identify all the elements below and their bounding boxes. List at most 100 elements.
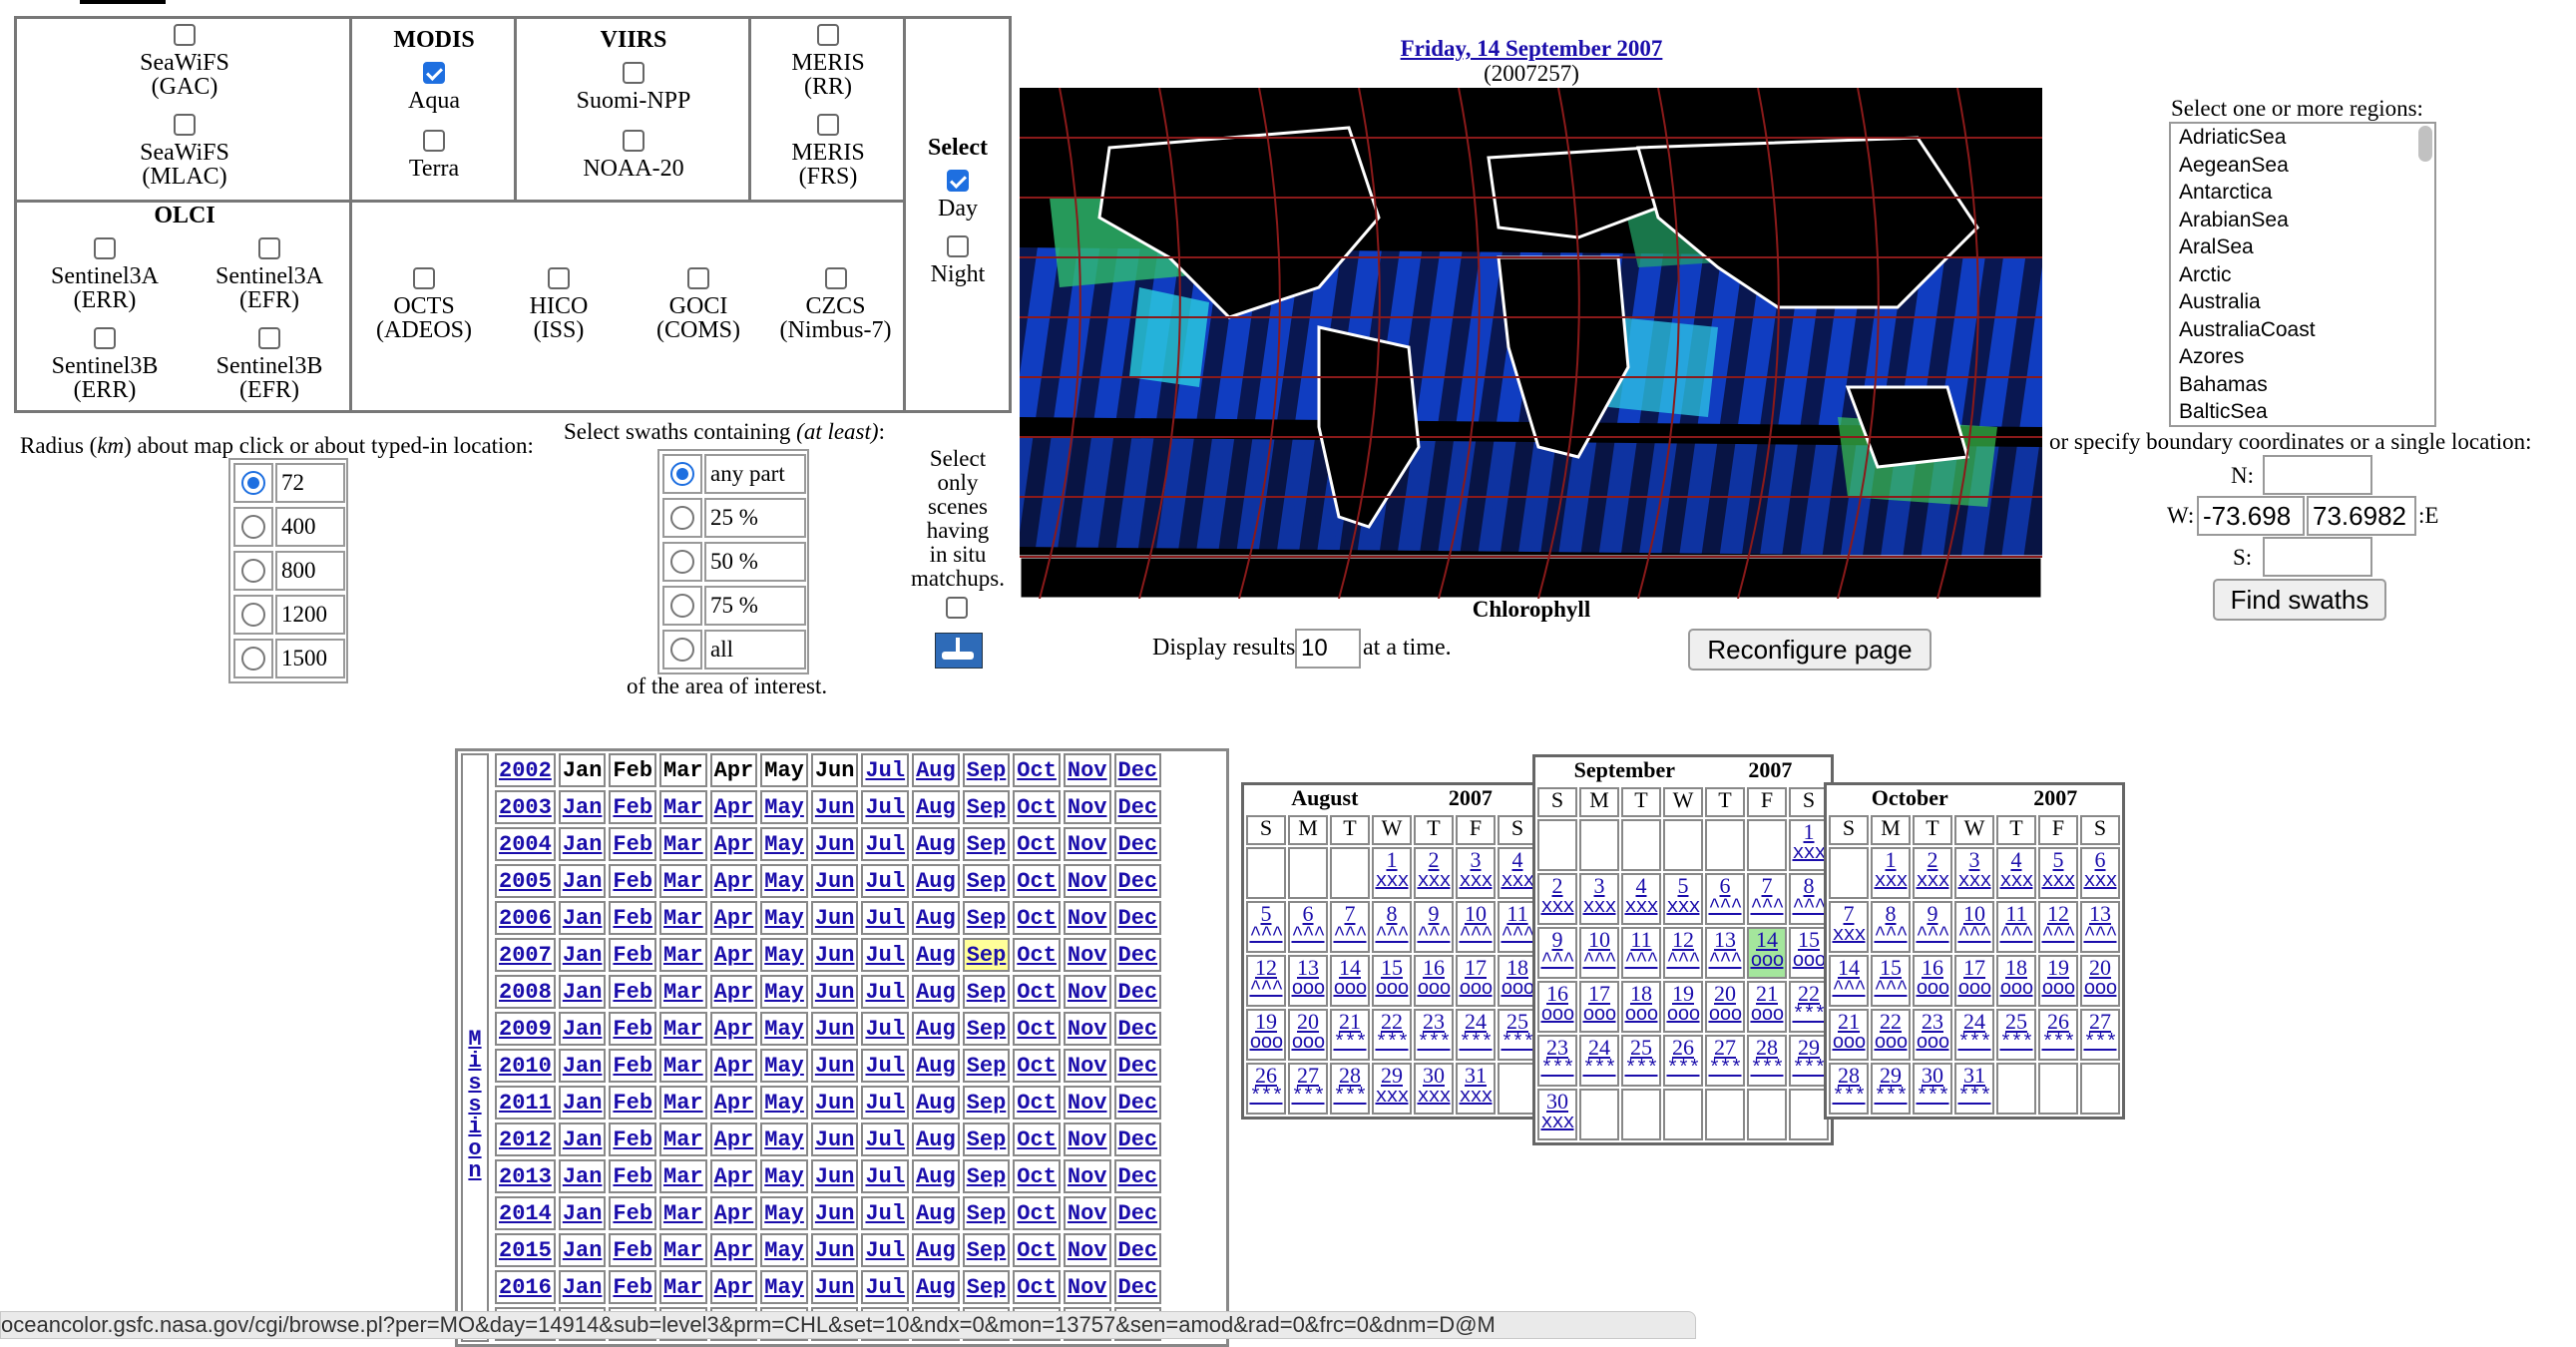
month-cell[interactable]: Mar — [659, 1233, 707, 1267]
modis-terra-checkbox[interactable] — [423, 130, 445, 152]
month-cell[interactable]: Jan — [558, 827, 607, 861]
calendar-day-number[interactable]: 9 — [1927, 901, 1938, 926]
month-link[interactable]: Feb — [613, 1126, 653, 1152]
day-checkbox[interactable] — [947, 170, 969, 192]
calendar-day-number[interactable]: 16 — [1546, 981, 1568, 1006]
month-link[interactable]: Jul — [865, 1200, 906, 1226]
calendar-day[interactable]: 30 xxx — [1414, 1063, 1454, 1115]
month-cell[interactable]: May — [760, 864, 808, 898]
month-cell[interactable]: Jun — [810, 864, 859, 898]
calendar-day-number[interactable]: 18 — [1630, 981, 1652, 1006]
calendar-day-number[interactable]: 10 — [1963, 901, 1985, 926]
month-cell[interactable]: Aug — [912, 864, 960, 898]
month-cell[interactable]: Feb — [609, 1159, 657, 1193]
south-input[interactable] — [2263, 537, 2372, 577]
calendar-day-number[interactable]: 30 — [1546, 1089, 1568, 1114]
calendar-day-number[interactable]: 31 — [1963, 1063, 1985, 1088]
hico-checkbox[interactable] — [548, 267, 570, 289]
calendar-day-number[interactable]: 16 — [1922, 955, 1943, 980]
month-link[interactable]: Sep — [966, 905, 1007, 931]
swath-radio[interactable] — [670, 638, 694, 662]
viirs-noaa20-checkbox[interactable] — [623, 130, 644, 152]
insitu-icon[interactable] — [935, 633, 983, 669]
month-link[interactable]: Dec — [1117, 1016, 1158, 1042]
month-link[interactable]: Dec — [1117, 1274, 1158, 1300]
month-link[interactable]: Feb — [613, 1274, 653, 1300]
month-link[interactable]: Nov — [1067, 942, 1107, 968]
swath-radio[interactable] — [670, 462, 694, 486]
month-link[interactable]: May — [764, 1163, 804, 1189]
month-cell[interactable]: Sep — [962, 1086, 1011, 1120]
month-link[interactable]: Oct — [1017, 1274, 1057, 1300]
month-link[interactable]: Nov — [1067, 905, 1107, 931]
month-link[interactable]: Jun — [814, 1200, 855, 1226]
month-link[interactable]: Sep — [966, 794, 1007, 820]
month-cell[interactable]: Jan — [558, 1086, 607, 1120]
month-cell[interactable]: Dec — [1113, 1049, 1162, 1083]
calendar-day[interactable]: 18 ooo — [1621, 981, 1661, 1033]
calendar-day[interactable]: 6 ^^^ — [1288, 901, 1328, 953]
month-link[interactable]: Jan — [562, 1237, 603, 1263]
month-cell[interactable]: Jul — [861, 1086, 910, 1120]
calendar-day[interactable]: 7 ^^^ — [1747, 873, 1787, 925]
calendar-day-number[interactable]: 5 — [1260, 901, 1272, 926]
month-cell[interactable]: Jul — [861, 975, 910, 1009]
month-link[interactable]: Sep — [966, 1237, 1007, 1263]
calendar-day-number[interactable]: 23 — [1922, 1009, 1943, 1034]
month-cell[interactable]: Jan — [558, 1270, 607, 1304]
month-cell[interactable]: Nov — [1063, 1012, 1111, 1046]
month-cell[interactable]: May — [760, 827, 808, 861]
calendar-day-number[interactable]: 5 — [1677, 873, 1689, 898]
calendar-day[interactable]: 15 ooo — [1789, 927, 1829, 979]
calendar-day[interactable]: 2 xxx — [1913, 847, 1952, 899]
month-link[interactable]: Jul — [865, 1163, 906, 1189]
month-cell[interactable]: Sep — [962, 1012, 1011, 1046]
year-cell[interactable]: 2014 — [495, 1196, 556, 1230]
calendar-day[interactable]: 18 ooo — [1996, 955, 2036, 1007]
month-cell[interactable]: Jun — [810, 975, 859, 1009]
calendar-day[interactable]: 27 *** — [1288, 1063, 1328, 1115]
month-cell[interactable]: Jan — [558, 790, 607, 824]
calendar-day[interactable]: 31 xxx — [1456, 1063, 1496, 1115]
month-cell[interactable]: Jun — [810, 1012, 859, 1046]
month-cell[interactable]: Jun — [810, 827, 859, 861]
calendar-day-number[interactable]: 8 — [1803, 873, 1815, 898]
month-cell[interactable]: Mar — [659, 1159, 707, 1193]
month-cell[interactable]: Aug — [912, 901, 960, 935]
month-cell[interactable]: Mar — [659, 1049, 707, 1083]
month-link[interactable]: Jan — [562, 1163, 603, 1189]
month-cell[interactable]: Apr — [709, 1049, 758, 1083]
month-link[interactable]: Jul — [865, 757, 906, 783]
month-link[interactable]: Oct — [1017, 1200, 1057, 1226]
year-cell[interactable]: 2005 — [495, 864, 556, 898]
month-link[interactable]: Jan — [562, 868, 603, 894]
s3a-err-checkbox[interactable] — [94, 237, 116, 259]
month-cell[interactable]: Apr — [709, 864, 758, 898]
month-link[interactable]: Mar — [663, 1090, 703, 1116]
calendar-day[interactable]: 16 ooo — [1537, 981, 1577, 1033]
calendar-day[interactable]: 10 ^^^ — [1456, 901, 1496, 953]
month-cell[interactable]: Feb — [609, 1196, 657, 1230]
month-link[interactable]: Jun — [814, 1126, 855, 1152]
month-cell[interactable]: Jun — [810, 1086, 859, 1120]
month-link[interactable]: Mar — [663, 979, 703, 1005]
month-cell[interactable]: Feb — [609, 1012, 657, 1046]
month-link[interactable]: Oct — [1017, 1126, 1057, 1152]
month-link[interactable]: Jan — [562, 1053, 603, 1079]
calendar-day[interactable]: 24 *** — [1579, 1035, 1619, 1087]
calendar-day-number[interactable]: 4 — [1635, 873, 1647, 898]
month-cell[interactable]: Oct — [1013, 1159, 1061, 1193]
calendar-day-number[interactable]: 13 — [2089, 901, 2111, 926]
calendar-day-number[interactable]: 24 — [1588, 1035, 1610, 1060]
month-link[interactable]: Nov — [1067, 1274, 1107, 1300]
month-cell[interactable]: Jul — [861, 864, 910, 898]
month-cell[interactable]: Apr — [709, 975, 758, 1009]
calendar-day[interactable]: 12 ^^^ — [2038, 901, 2078, 953]
calendar-day[interactable]: 14 ooo — [1330, 955, 1370, 1007]
year-cell[interactable]: 2009 — [495, 1012, 556, 1046]
month-cell[interactable]: Nov — [1063, 1086, 1111, 1120]
month-cell[interactable]: May — [760, 1049, 808, 1083]
month-cell[interactable]: Jun — [810, 1196, 859, 1230]
calendar-day-number[interactable]: 26 — [1672, 1035, 1694, 1060]
month-cell[interactable]: Sep — [962, 790, 1011, 824]
